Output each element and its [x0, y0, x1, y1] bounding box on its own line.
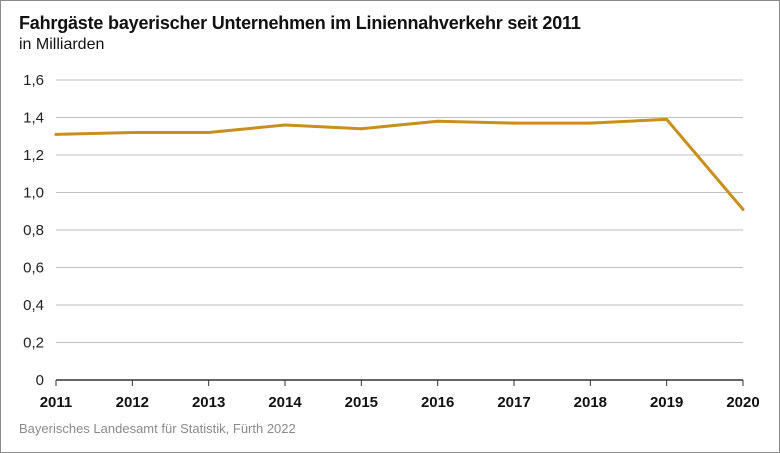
source-note: Bayerisches Landesamt für Statistik, Für…: [19, 421, 296, 436]
x-tick-label: 2012: [116, 394, 149, 411]
series: [54, 117, 745, 211]
y-tick-label: 1,2: [23, 147, 44, 164]
x-tick-label: 2018: [574, 394, 607, 411]
y-tick-label: 1,6: [23, 72, 44, 89]
x-tick-label: 2017: [497, 394, 530, 411]
y-tick-label: 0,4: [23, 297, 44, 314]
data-point: [207, 131, 211, 134]
y-tick-label: 1,0: [23, 185, 44, 202]
chart-subtitle: in Milliarden: [19, 36, 105, 53]
y-tick-label: 0,2: [23, 335, 44, 352]
data-point: [54, 132, 58, 136]
data-point: [588, 121, 592, 125]
series-line: [54, 117, 745, 211]
data-point: [359, 127, 363, 131]
data-point: [741, 207, 745, 211]
x-tick-label: 2019: [650, 394, 683, 411]
y-tick-label: 0: [36, 372, 44, 389]
x-tick-label: 2011: [40, 394, 73, 411]
y-tick-label: 0,6: [23, 260, 44, 277]
data-point: [512, 121, 516, 125]
x-tick-label: 2014: [268, 394, 302, 411]
x-tick-label: 2020: [726, 394, 759, 411]
data-point: [665, 117, 669, 121]
data-point: [283, 123, 287, 127]
data-point: [436, 119, 440, 123]
chart-title: Fahrgäste bayerischer Unternehmen im Lin…: [19, 13, 581, 33]
y-tick-label: 0,8: [23, 222, 44, 239]
y-tick-label: 1,4: [23, 110, 44, 127]
y-axis-ticks: 0 0,2 0,4 0,6 0,8 1,0 1,2 1,4 1,6: [23, 72, 44, 389]
gridlines: [56, 79, 743, 343]
x-tick-label: 2015: [345, 394, 378, 411]
x-tick-label: 2016: [421, 394, 454, 411]
x-tick-label: 2013: [192, 394, 225, 411]
data-point: [130, 131, 134, 134]
x-axis-ticks: 2011 2012 2013 2014 2015 2016 2017 2018 2019 2020: [40, 379, 760, 411]
